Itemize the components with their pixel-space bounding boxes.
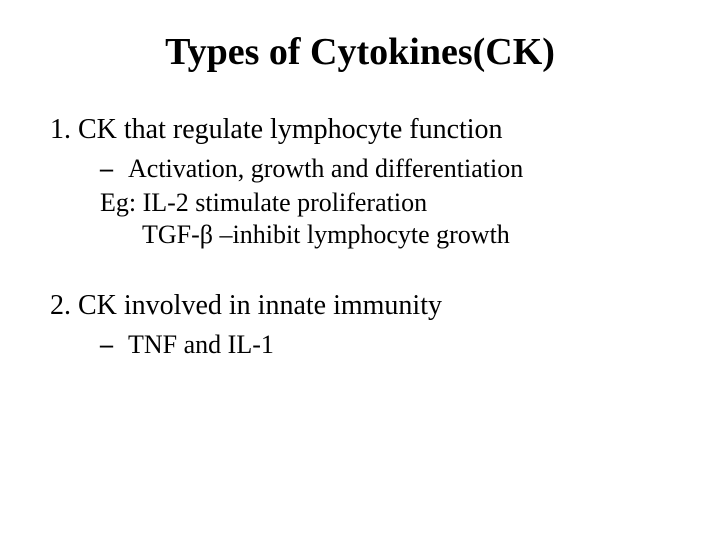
item-2-subbullet: –TNF and IL-1 <box>100 330 680 360</box>
item-1-subbullet: –Activation, growth and differentiation <box>100 154 680 184</box>
item-1-tgf: TGF-β –inhibit lymphocyte growth <box>142 220 680 250</box>
item-1-subtext: Activation, growth and differentiation <box>128 154 523 183</box>
dash-icon: – <box>100 330 128 360</box>
item-1-number: 1. <box>50 114 71 145</box>
item-1-example: Eg: IL-2 stimulate proliferation <box>100 188 680 218</box>
item-2-text: CK involved in innate immunity <box>78 290 442 321</box>
slide-title: Types of Cytokines(CK) <box>40 30 680 74</box>
item-2-number: 2. <box>50 290 71 321</box>
list-item-1: 1. CK that regulate lymphocyte function <box>50 114 680 146</box>
item-1-text: CK that regulate lymphocyte function <box>78 114 503 145</box>
item-2-subtext: TNF and IL-1 <box>128 330 274 359</box>
list-item-2: 2. CK involved in innate immunity <box>50 290 680 322</box>
dash-icon: – <box>100 154 128 184</box>
